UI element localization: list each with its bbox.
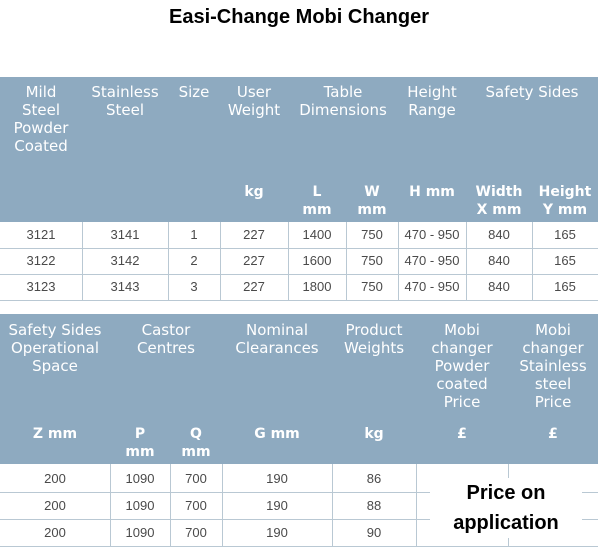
column-divider: [416, 464, 417, 546]
cell-size: 2: [190, 253, 198, 268]
cell-safety-width: 840: [488, 279, 510, 294]
unit-width: W mm: [357, 184, 387, 218]
cell-width: 750: [361, 253, 383, 268]
row-divider: [0, 300, 598, 301]
cell-user-weight: 227: [243, 227, 265, 242]
cell-p: 1090: [125, 471, 155, 486]
cell-stainless-steel: 3143: [110, 279, 140, 294]
column-divider: [168, 222, 169, 300]
column-divider: [466, 222, 467, 300]
cell-safety-width: 840: [488, 253, 510, 268]
cell-p: 1090: [125, 498, 155, 513]
cell-mild-steel: 3121: [26, 227, 56, 242]
column-divider: [346, 222, 347, 300]
price-on-application: Price on application: [430, 478, 582, 538]
header-stainless-price: Mobi changer Stainless steel Price: [519, 321, 587, 411]
row-divider: [0, 274, 598, 275]
unit-kg: kg: [364, 426, 384, 442]
unit-length: L mm: [302, 184, 332, 218]
cell-safety-width: 840: [488, 227, 510, 242]
unit-height-range: H mm: [409, 184, 455, 200]
cell-height-range: 470 - 950: [404, 253, 460, 268]
cell-length: 1400: [302, 227, 332, 242]
header-table-dimensions: Table Dimensions: [299, 83, 387, 119]
unit-user-weight: kg: [244, 184, 264, 200]
cell-q: 700: [185, 525, 207, 540]
page-title: Easi-Change Mobi Changer: [168, 6, 430, 28]
cell-q: 700: [185, 471, 207, 486]
cell-width: 750: [361, 279, 383, 294]
unit-stainless-price: £: [548, 426, 558, 442]
header-height-range: Height Range: [407, 83, 457, 119]
cell-weight: 90: [366, 525, 382, 540]
table-row: 200 1090 700 190 86: [0, 466, 416, 492]
unit-g: G mm: [254, 426, 300, 442]
header-powder-price: Mobi changer Powder coated Price: [431, 321, 493, 411]
cell-stainless-steel: 3142: [110, 253, 140, 268]
table-row: 200 1090 700 190 90: [0, 520, 416, 546]
cell-safety-height: 165: [554, 253, 576, 268]
column-divider: [532, 222, 533, 300]
cell-user-weight: 227: [243, 253, 265, 268]
column-divider: [222, 464, 223, 546]
column-divider: [288, 222, 289, 300]
cell-p: 1090: [125, 525, 155, 540]
header-nominal-clearances: Nominal Clearances: [235, 321, 319, 357]
cell-z: 200: [44, 525, 66, 540]
cell-weight: 86: [366, 471, 382, 486]
cell-g: 190: [266, 525, 288, 540]
header-operational-space: Safety Sides Operational Space: [8, 321, 102, 375]
column-divider: [82, 222, 83, 300]
header-safety-sides: Safety Sides: [485, 83, 579, 101]
cell-stainless-steel: 3141: [110, 227, 140, 242]
column-divider: [110, 464, 111, 546]
table-row: 3121 3141 1 227 1400 750 470 - 950 840 1…: [0, 222, 598, 248]
column-divider: [332, 464, 333, 546]
unit-safety-width: Width X mm: [475, 184, 523, 218]
header-size: Size: [178, 83, 210, 101]
cell-safety-height: 165: [554, 227, 576, 242]
cell-weight: 88: [366, 498, 382, 513]
cell-size: 3: [190, 279, 198, 294]
cell-z: 200: [44, 498, 66, 513]
cell-g: 190: [266, 498, 288, 513]
unit-powder-price: £: [457, 426, 467, 442]
row-divider: [0, 546, 598, 547]
table-row: 3122 3142 2 227 1600 750 470 - 950 840 1…: [0, 248, 598, 274]
header-user-weight: User Weight: [227, 83, 281, 119]
cell-width: 750: [361, 227, 383, 242]
header-castor-centres: Castor Centres: [137, 321, 195, 357]
row-divider: [0, 248, 598, 249]
cell-q: 700: [185, 498, 207, 513]
table-row: 3123 3143 3 227 1800 750 470 - 950 840 1…: [0, 274, 598, 300]
unit-z: Z mm: [32, 426, 78, 442]
column-divider: [398, 222, 399, 300]
row-divider: [0, 492, 598, 493]
column-divider: [220, 222, 221, 300]
cell-size: 1: [190, 227, 198, 242]
cell-mild-steel: 3123: [26, 279, 56, 294]
cell-length: 1600: [302, 253, 332, 268]
cell-g: 190: [266, 471, 288, 486]
table-1-header: [0, 77, 598, 222]
cell-height-range: 470 - 950: [404, 279, 460, 294]
unit-p: P mm: [125, 426, 155, 460]
row-divider: [0, 519, 598, 520]
table-2-header: [0, 314, 598, 464]
header-stainless-steel: Stainless Steel: [91, 83, 159, 119]
cell-user-weight: 227: [243, 279, 265, 294]
unit-safety-height: Height Y mm: [538, 184, 592, 218]
cell-mild-steel: 3122: [26, 253, 56, 268]
header-product-weights: Product Weights: [343, 321, 405, 357]
table-row: 200 1090 700 190 88: [0, 493, 416, 519]
cell-length: 1800: [302, 279, 332, 294]
cell-height-range: 470 - 950: [404, 227, 460, 242]
column-divider: [170, 464, 171, 546]
cell-z: 200: [44, 471, 66, 486]
header-mild-steel: Mild Steel Powder Coated: [13, 83, 69, 155]
cell-safety-height: 165: [554, 279, 576, 294]
unit-q: Q mm: [181, 426, 211, 460]
